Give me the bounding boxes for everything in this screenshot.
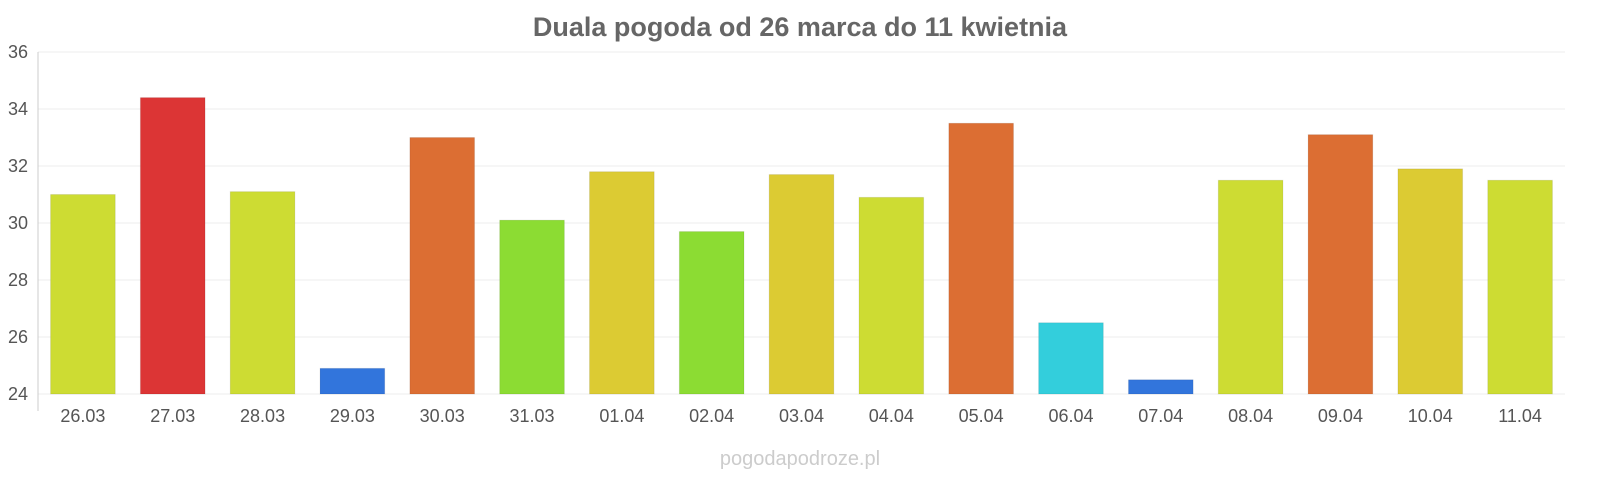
bar-27.03 bbox=[139, 97, 206, 395]
bar-06.04 bbox=[1038, 322, 1104, 395]
bar-09.04 bbox=[1307, 134, 1374, 395]
y-tick-label: 28 bbox=[8, 270, 28, 290]
x-tick-label: 06.04 bbox=[1048, 406, 1093, 426]
bars bbox=[50, 97, 1553, 395]
bar-29.03 bbox=[319, 367, 386, 395]
bar-30.03 bbox=[409, 137, 476, 395]
x-tick-label: 31.03 bbox=[510, 406, 555, 426]
bar-08.04 bbox=[1217, 179, 1284, 395]
chart-title: Duala pogoda od 26 marca do 11 kwietnia bbox=[533, 12, 1068, 42]
x-tick-label: 01.04 bbox=[599, 406, 644, 426]
x-tick-label: 04.04 bbox=[869, 406, 914, 426]
x-tick-label: 08.04 bbox=[1228, 406, 1273, 426]
bar-28.03 bbox=[229, 191, 296, 395]
x-tick-label: 09.04 bbox=[1318, 406, 1363, 426]
y-tick-label: 26 bbox=[8, 327, 28, 347]
y-tick-label: 34 bbox=[8, 99, 28, 119]
y-tick-label: 36 bbox=[8, 42, 28, 62]
x-axis-ticks: 26.03 27.03 28.03 29.03 30.03 31.03 01.04 02.04… bbox=[60, 406, 1542, 426]
x-tick-label: 30.03 bbox=[420, 406, 465, 426]
bar-31.03 bbox=[499, 219, 565, 395]
bar-11.04 bbox=[1487, 179, 1553, 395]
bar-07.04 bbox=[1127, 379, 1194, 395]
x-tick-label: 26.03 bbox=[60, 406, 105, 426]
bar-04.04 bbox=[858, 196, 925, 395]
watermark: pogodapodroze.pl bbox=[720, 448, 880, 470]
x-tick-label: 03.04 bbox=[779, 406, 824, 426]
bar-05.04 bbox=[948, 122, 1014, 395]
x-tick-label: 10.04 bbox=[1408, 406, 1453, 426]
x-tick-label: 29.03 bbox=[330, 406, 375, 426]
x-tick-label: 27.03 bbox=[150, 406, 195, 426]
y-tick-label: 32 bbox=[8, 156, 28, 176]
x-tick-label: 02.04 bbox=[689, 406, 734, 426]
y-axis-ticks: 24 26 28 30 32 34 36 bbox=[8, 42, 28, 404]
bar-02.04 bbox=[678, 231, 745, 395]
y-tick-label: 24 bbox=[8, 384, 28, 404]
x-tick-label: 28.03 bbox=[240, 406, 285, 426]
x-tick-label: 05.04 bbox=[959, 406, 1004, 426]
y-tick-label: 30 bbox=[8, 213, 28, 233]
bar-01.04 bbox=[589, 171, 655, 395]
bar-26.03 bbox=[50, 194, 116, 395]
bar-03.04 bbox=[768, 174, 835, 395]
x-tick-label: 11.04 bbox=[1498, 406, 1542, 426]
x-tick-label: 07.04 bbox=[1138, 406, 1183, 426]
bar-10.04 bbox=[1397, 168, 1464, 395]
